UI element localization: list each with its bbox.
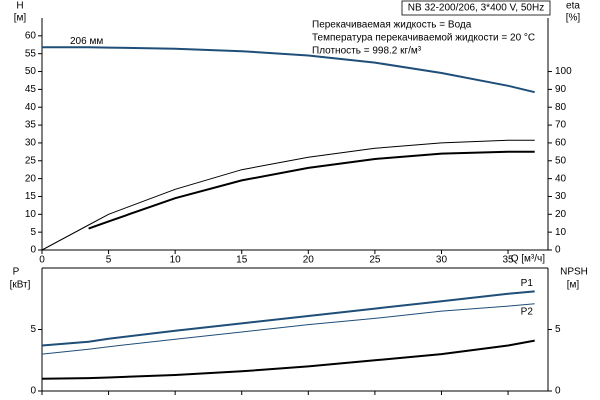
series-label: P1 bbox=[521, 278, 534, 289]
y2-axis-label: eta bbox=[566, 1, 580, 12]
y2-axis-label: NPSH bbox=[560, 267, 588, 278]
annotation: Плотность = 998.2 кг/м³ bbox=[312, 46, 422, 57]
y2-tick-label: 100 bbox=[555, 66, 572, 77]
y2-tick-label: 60 bbox=[555, 138, 567, 149]
y2-axis-unit: [%] bbox=[566, 13, 581, 24]
y2-tick-label: 0 bbox=[555, 245, 561, 256]
y-tick-label: 20 bbox=[25, 173, 37, 184]
y2-tick-label: 10 bbox=[555, 227, 567, 238]
series-label: P2 bbox=[521, 306, 534, 317]
series-line bbox=[41, 339, 535, 380]
y2-tick-label: 80 bbox=[555, 102, 567, 113]
y-tick-label: 5 bbox=[30, 324, 36, 335]
series-line bbox=[41, 303, 535, 355]
y-tick-label: 40 bbox=[25, 102, 37, 113]
series-line bbox=[41, 139, 535, 251]
y-tick-label: 25 bbox=[25, 155, 37, 166]
series-line bbox=[88, 150, 535, 230]
x-tick-label: 10 bbox=[170, 255, 182, 266]
y-tick-label: 45 bbox=[25, 84, 37, 95]
y2-tick-label: 40 bbox=[555, 173, 567, 184]
y2-tick-label: 70 bbox=[555, 120, 567, 131]
y-axis-unit: [кВт] bbox=[10, 280, 31, 291]
y-axis-label: P bbox=[13, 267, 20, 278]
y2-tick-label: 30 bbox=[555, 191, 567, 202]
y-tick-label: 15 bbox=[25, 191, 37, 202]
y-tick-label: 60 bbox=[25, 30, 37, 41]
chart-title: NB 32-200/206, 3*400 V, 50Hz bbox=[408, 3, 544, 14]
y2-tick-label: 50 bbox=[555, 155, 567, 166]
series-line bbox=[41, 290, 535, 347]
x-tick-label: 30 bbox=[436, 255, 448, 266]
y2-tick-label: 90 bbox=[555, 84, 567, 95]
y-tick-label: 35 bbox=[25, 120, 37, 131]
y2-tick-label: 0 bbox=[555, 386, 561, 397]
y-tick-label: 5 bbox=[30, 227, 36, 238]
y2-tick-label: 5 bbox=[555, 324, 561, 335]
y2-axis-unit: [м] bbox=[567, 280, 580, 291]
y-axis-label: H bbox=[16, 1, 23, 12]
y2-tick-label: 20 bbox=[555, 209, 567, 220]
x-tick-label: 35 bbox=[502, 255, 514, 266]
x-tick-label: 20 bbox=[303, 255, 315, 266]
y-axis-unit: [м] bbox=[14, 13, 27, 24]
x-tick-label: 5 bbox=[106, 255, 112, 266]
y-tick-label: 10 bbox=[25, 209, 37, 220]
series-label: 206 мм bbox=[70, 36, 103, 47]
annotation: Температура перекачиваемой жидкости = 20… bbox=[312, 33, 535, 44]
x-tick-label: 25 bbox=[369, 255, 381, 266]
y-tick-label: 50 bbox=[25, 66, 37, 77]
y-tick-label: 0 bbox=[30, 245, 36, 256]
y-tick-label: 30 bbox=[25, 138, 37, 149]
y-tick-label: 55 bbox=[25, 48, 37, 59]
x-axis-label: Q [м³/ч] bbox=[511, 254, 546, 265]
series-line bbox=[42, 46, 535, 94]
y-tick-label: 0 bbox=[30, 386, 36, 397]
annotation: Перекачиваемая жидкость = Вода bbox=[312, 20, 472, 31]
title-box bbox=[401, 0, 551, 16]
x-tick-label: 15 bbox=[236, 255, 248, 266]
x-tick-label: 0 bbox=[39, 255, 45, 266]
